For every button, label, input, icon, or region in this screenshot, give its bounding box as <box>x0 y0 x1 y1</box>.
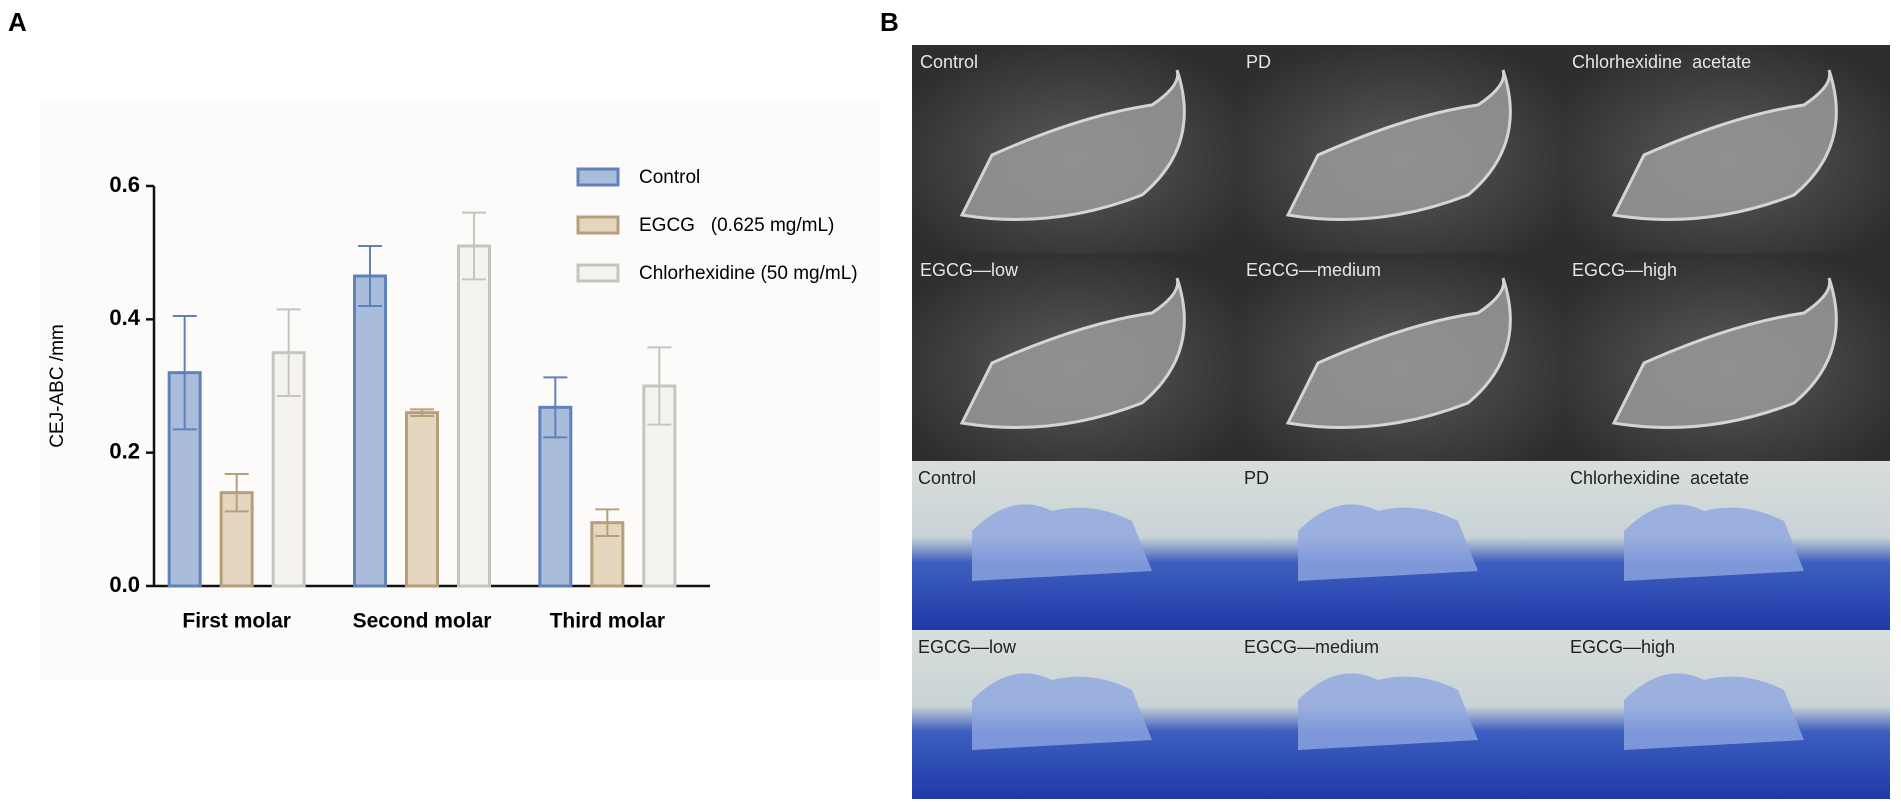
legend-swatch <box>576 263 620 283</box>
image-label: Chlorhexidine acetate <box>1572 52 1751 72</box>
legend-label: Control <box>639 167 700 188</box>
image-label: EGCG—low <box>918 637 1017 657</box>
error-bar <box>647 346 672 426</box>
jaw-shape <box>959 69 1186 221</box>
jaw-shape <box>1611 277 1838 429</box>
y-tick-label: 0.6 <box>109 172 140 197</box>
image-label: EGCG—medium <box>1246 260 1381 280</box>
teeth-shape <box>972 673 1152 750</box>
panel-label: A <box>8 7 27 37</box>
y-axis-label: CEJ-ABC /mm <box>47 324 68 448</box>
y-tick-label: 0.4 <box>109 305 140 330</box>
image-label: PD <box>1246 52 1271 72</box>
legend-swatch <box>576 167 620 187</box>
y-tick-label: 0.0 <box>109 572 140 597</box>
legend-label: Chlorhexidine (50 mg/mL) <box>639 263 858 284</box>
x-tick-label: Third molar <box>550 610 666 633</box>
teeth-shape <box>1624 673 1804 750</box>
jaw-shape <box>1285 277 1512 429</box>
image-label: EGCG—medium <box>1244 637 1379 657</box>
image-panel: Control PD Chlorhexidine acetate EGCG—low EG… <box>912 45 1890 799</box>
image-label: Chlorhexidine acetate <box>1570 468 1749 488</box>
bar <box>457 244 491 588</box>
image-label: Control <box>920 52 978 72</box>
teeth-shape <box>1298 504 1478 581</box>
error-bar <box>462 211 486 281</box>
error-bar <box>543 376 568 439</box>
x-tick-label: Second molar <box>353 610 492 633</box>
teeth-shape <box>972 504 1152 581</box>
error-bar <box>276 308 301 397</box>
image-label: PD <box>1244 468 1269 488</box>
image-label: EGCG—high <box>1572 260 1677 280</box>
y-tick-label: 0.2 <box>109 438 140 463</box>
x-tick-label: First molar <box>182 610 291 633</box>
teeth-shape <box>1298 673 1478 750</box>
error-bar <box>224 473 249 513</box>
image-label: EGCG—high <box>1570 637 1675 657</box>
error-bar <box>358 245 382 307</box>
bar <box>167 371 202 588</box>
legend-swatch <box>576 215 620 235</box>
legend-label: EGCG (0.625 mg/mL) <box>639 215 834 236</box>
error-bar <box>172 315 197 431</box>
image-label: Control <box>918 468 976 488</box>
error-bar <box>410 408 434 417</box>
bar <box>405 411 439 588</box>
panel-label: B <box>880 7 899 37</box>
teeth-shape <box>1624 504 1804 581</box>
jaw-shape <box>959 277 1186 429</box>
jaw-shape <box>1611 69 1838 221</box>
jaw-shape <box>1285 69 1512 221</box>
bar-chart: 0.0 0.2 0.4 0.6 First molar Second molar Third… <box>109 167 857 633</box>
error-bar <box>595 508 620 537</box>
image-label: EGCG—low <box>920 260 1019 280</box>
bar <box>353 274 387 588</box>
